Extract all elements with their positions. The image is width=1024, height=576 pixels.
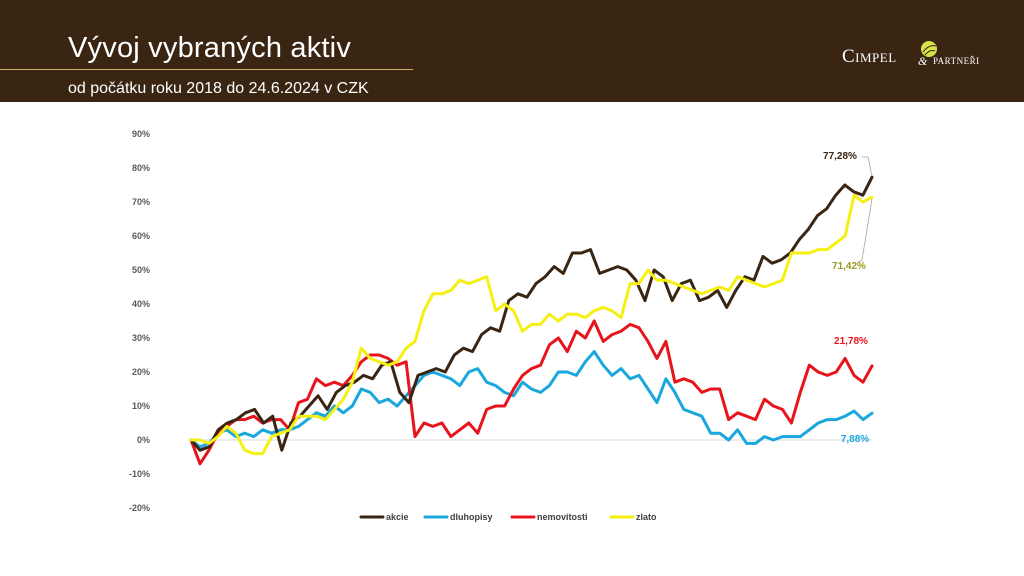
end-label-zlato: 71,42%	[832, 261, 866, 272]
logo-wordmark: Cimpel	[842, 46, 897, 67]
y-tick-label: 70%	[132, 197, 150, 207]
y-tick-label: 50%	[132, 265, 150, 275]
page-subtitle: od počátku roku 2018 do 24.6.2024 v CZK	[68, 80, 369, 97]
legend-label-zlato: zlato	[636, 512, 657, 522]
y-tick-label: 10%	[132, 401, 150, 411]
y-tick-label: 30%	[132, 333, 150, 343]
end-label-nemovitosti: 21,78%	[834, 336, 868, 347]
y-tick-label: 90%	[132, 129, 150, 139]
leader-line-akcie	[862, 156, 873, 177]
y-tick-label: 0%	[137, 435, 150, 445]
title-underline	[0, 69, 413, 70]
end-label-akcie: 77,28%	[823, 151, 857, 162]
series-line-dluhopisy	[189, 350, 874, 449]
series-line-nemovitosti	[189, 319, 874, 466]
leader-line-zlato	[857, 198, 873, 263]
logo-subtext: PARTNEŘI	[933, 56, 980, 66]
header-bar: Vývoj vybraných aktiv od počátku roku 20…	[0, 0, 1024, 102]
leaf-icon	[921, 41, 937, 57]
y-tick-label: 40%	[132, 299, 150, 309]
end-label-dluhopisy: 7,88%	[841, 434, 869, 445]
legend-label-dluhopisy: dluhopisy	[450, 512, 493, 522]
series-line-zlato	[189, 193, 874, 456]
logo-ampersand: &	[918, 54, 928, 68]
y-tick-label: -10%	[129, 469, 150, 479]
y-tick-label: 20%	[132, 367, 150, 377]
y-tick-label: -20%	[129, 503, 150, 513]
y-tick-label: 80%	[132, 163, 150, 173]
page-title: Vývoj vybraných aktiv	[68, 32, 352, 64]
legend-label-akcie: akcie	[386, 512, 409, 522]
series-line-akcie	[189, 175, 874, 452]
legend-label-nemovitosti: nemovitosti	[537, 512, 588, 522]
y-tick-label: 60%	[132, 231, 150, 241]
